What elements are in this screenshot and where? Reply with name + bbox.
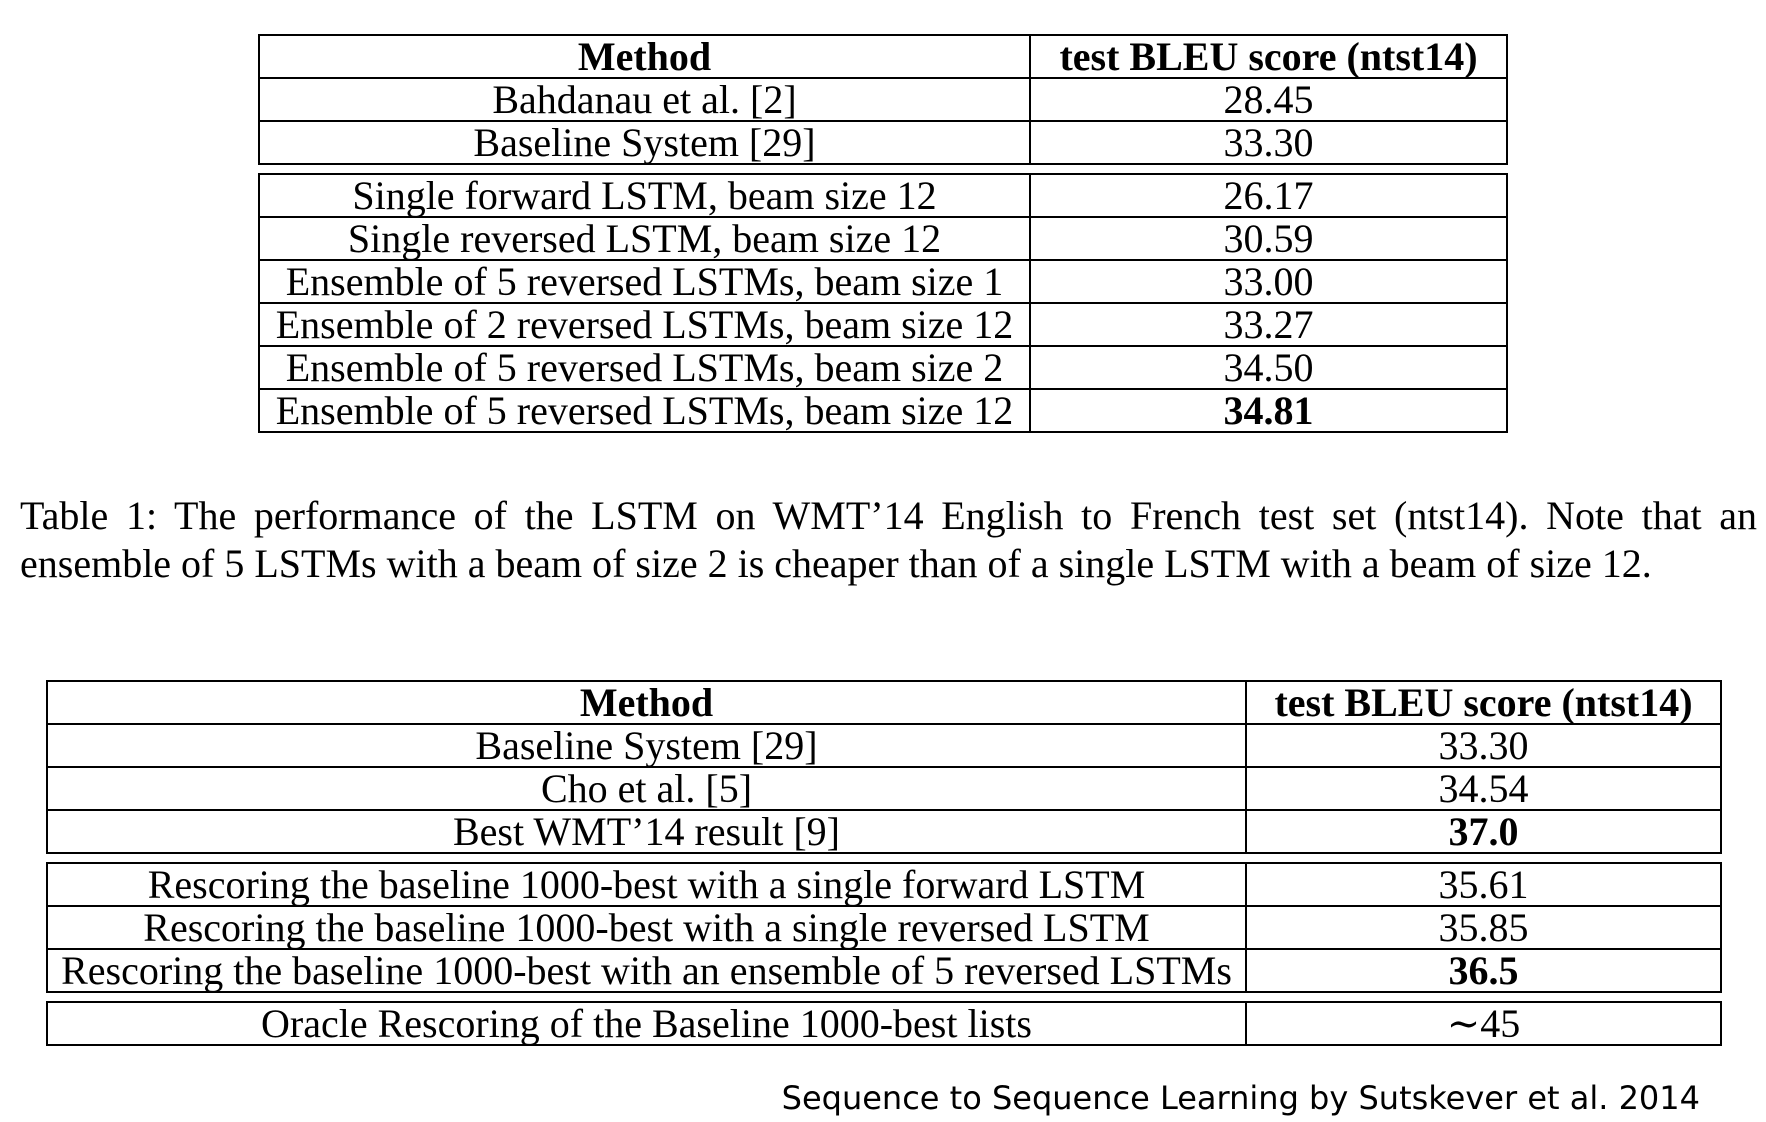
table-caption: Table 1: The performance of the LSTM on …	[20, 493, 1757, 586]
score-cell: 33.30	[1247, 725, 1722, 768]
table-row: Ensemble of 2 reversed LSTMs, beam size …	[258, 304, 1508, 347]
method-cell: Baseline System [29]	[46, 725, 1247, 768]
method-cell: Single forward LSTM, beam size 12	[258, 173, 1031, 218]
method-cell: Single reversed LSTM, beam size 12	[258, 218, 1031, 261]
score-cell: 34.81	[1031, 390, 1508, 433]
table-row: Single reversed LSTM, beam size 12 30.59	[258, 218, 1508, 261]
table-row: Single forward LSTM, beam size 12 26.17	[258, 173, 1508, 218]
method-cell: Rescoring the baseline 1000-best with a …	[46, 862, 1247, 907]
method-cell: Oracle Rescoring of the Baseline 1000-be…	[46, 1001, 1247, 1046]
results-table-1: Method test BLEU score (ntst14) Bahdanau e…	[258, 34, 1508, 433]
group-separator	[46, 854, 1722, 862]
score-cell: 30.59	[1031, 218, 1508, 261]
header-method: Method	[46, 680, 1247, 725]
score-cell: 26.17	[1031, 173, 1508, 218]
header-score: test BLEU score (ntst14)	[1031, 34, 1508, 79]
group-separator	[46, 993, 1722, 1001]
table1-body: Method test BLEU score (ntst14) Bahdanau e…	[258, 34, 1508, 433]
table-row: Rescoring the baseline 1000-best with an…	[46, 950, 1722, 993]
header-method: Method	[258, 34, 1031, 79]
table-row: Ensemble of 5 reversed LSTMs, beam size …	[258, 347, 1508, 390]
score-cell: 33.30	[1031, 122, 1508, 165]
table-header-row: Method test BLEU score (ntst14)	[46, 680, 1722, 725]
table-row: Ensemble of 5 reversed LSTMs, beam size …	[258, 390, 1508, 433]
score-cell: 36.5	[1247, 950, 1722, 993]
score-cell: 33.27	[1031, 304, 1508, 347]
score-cell: 33.00	[1031, 261, 1508, 304]
score-cell: 28.45	[1031, 79, 1508, 122]
group-gap	[258, 165, 1508, 173]
source-credit: Sequence to Sequence Learning by Sutskev…	[781, 1079, 1700, 1117]
group-gap	[46, 993, 1722, 1001]
score-cell: 34.54	[1247, 768, 1722, 811]
method-cell: Ensemble of 5 reversed LSTMs, beam size …	[258, 347, 1031, 390]
method-cell: Bahdanau et al. [2]	[258, 79, 1031, 122]
table-row: Rescoring the baseline 1000-best with a …	[46, 907, 1722, 950]
method-cell: Ensemble of 5 reversed LSTMs, beam size …	[258, 390, 1031, 433]
method-cell: Cho et al. [5]	[46, 768, 1247, 811]
method-cell: Rescoring the baseline 1000-best with an…	[46, 950, 1247, 993]
header-score: test BLEU score (ntst14)	[1247, 680, 1722, 725]
method-cell: Rescoring the baseline 1000-best with a …	[46, 907, 1247, 950]
score-cell: 37.0	[1247, 811, 1722, 854]
method-cell: Ensemble of 2 reversed LSTMs, beam size …	[258, 304, 1031, 347]
results-table-2: Method test BLEU score (ntst14) Baseline S…	[46, 680, 1722, 1046]
method-cell: Best WMT’14 result [9]	[46, 811, 1247, 854]
score-cell: 35.85	[1247, 907, 1722, 950]
score-cell: ∼45	[1247, 1001, 1722, 1046]
table2-body: Method test BLEU score (ntst14) Baseline S…	[46, 680, 1722, 1046]
table-row: Bahdanau et al. [2] 28.45	[258, 79, 1508, 122]
table-row: Oracle Rescoring of the Baseline 1000-be…	[46, 1001, 1722, 1046]
table-row: Baseline System [29] 33.30	[46, 725, 1722, 768]
table-row: Rescoring the baseline 1000-best with a …	[46, 862, 1722, 907]
group-separator	[258, 165, 1508, 173]
table-row: Cho et al. [5] 34.54	[46, 768, 1722, 811]
table-row: Ensemble of 5 reversed LSTMs, beam size …	[258, 261, 1508, 304]
table-header-row: Method test BLEU score (ntst14)	[258, 34, 1508, 79]
method-cell: Ensemble of 5 reversed LSTMs, beam size …	[258, 261, 1031, 304]
method-cell: Baseline System [29]	[258, 122, 1031, 165]
table-row: Baseline System [29] 33.30	[258, 122, 1508, 165]
score-cell: 34.50	[1031, 347, 1508, 390]
table-row: Best WMT’14 result [9] 37.0	[46, 811, 1722, 854]
score-cell: 35.61	[1247, 862, 1722, 907]
group-gap	[46, 854, 1722, 862]
